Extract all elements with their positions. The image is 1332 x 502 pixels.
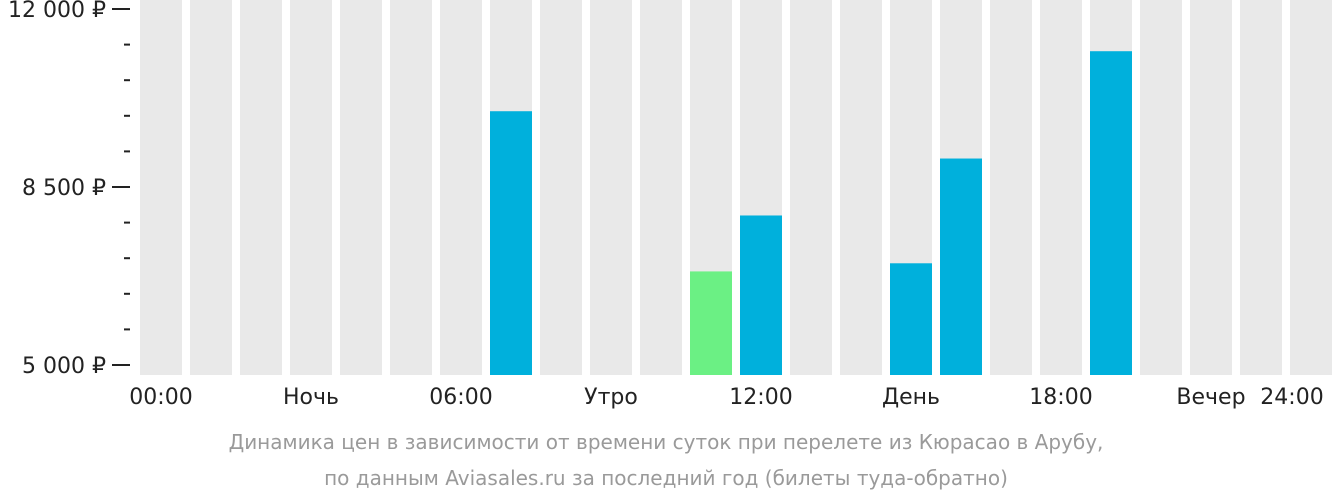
hour-column-5: [390, 0, 432, 375]
price-bars: [490, 51, 1132, 376]
hour-column-6: [440, 0, 482, 375]
price-bar-hour-11[interactable]: [690, 271, 732, 375]
price-bar-hour-16[interactable]: [940, 158, 982, 375]
price-bar-hour-19[interactable]: [1090, 51, 1132, 376]
x-tick-label: 00:00: [129, 385, 192, 410]
price-bar-hour-12[interactable]: [740, 215, 782, 375]
hour-column-2: [240, 0, 282, 375]
hour-column-13: [790, 0, 832, 375]
y-tick-label: 8 500 ₽: [22, 176, 106, 201]
x-tick-label: 18:00: [1029, 385, 1092, 410]
price-bar-hour-7[interactable]: [490, 111, 532, 376]
hour-column-1: [190, 0, 232, 375]
x-tick-label: Ночь: [283, 385, 339, 410]
x-axis: 00:00 Ночь 06:00 Утро 12:00 День 18:00 Вечер 24:…: [129, 385, 1323, 410]
chart-caption-line-2: по данным Aviasales.ru за последний год …: [324, 466, 1008, 490]
hour-column-3: [290, 0, 332, 375]
hour-column-14: [840, 0, 882, 375]
hour-column-22: [1240, 0, 1282, 375]
hour-column-9: [590, 0, 632, 375]
x-tick-label: Вечер: [1176, 385, 1245, 410]
hour-column-4: [340, 0, 382, 375]
y-axis: 5 000 ₽ 8 500 ₽ 12 000 ₽: [8, 0, 130, 379]
hour-column-20: [1140, 0, 1182, 375]
price-by-time-chart: 5 000 ₽ 8 500 ₽ 12 000 ₽ 00:00 Ночь 06:00 Утр…: [8, 0, 1332, 410]
chart-caption-line-1: Динамика цен в зависимости от времени су…: [228, 430, 1104, 454]
x-tick-label: Утро: [584, 385, 638, 410]
hour-column-8: [540, 0, 582, 375]
hour-column-0: [140, 0, 182, 375]
hour-column-18: [1040, 0, 1082, 375]
price-bar-hour-15[interactable]: [890, 263, 932, 375]
y-tick-label: 5 000 ₽: [22, 354, 106, 379]
y-tick-label: 12 000 ₽: [8, 0, 106, 23]
x-tick-label: 24:00: [1260, 385, 1323, 410]
hour-column-17: [990, 0, 1032, 375]
x-tick-label: 06:00: [429, 385, 492, 410]
hour-column-23: [1290, 0, 1332, 375]
x-tick-label: День: [882, 385, 940, 410]
hour-column-21: [1190, 0, 1232, 375]
background-columns: [140, 0, 1332, 375]
x-tick-label: 12:00: [729, 385, 792, 410]
hour-column-10: [640, 0, 682, 375]
